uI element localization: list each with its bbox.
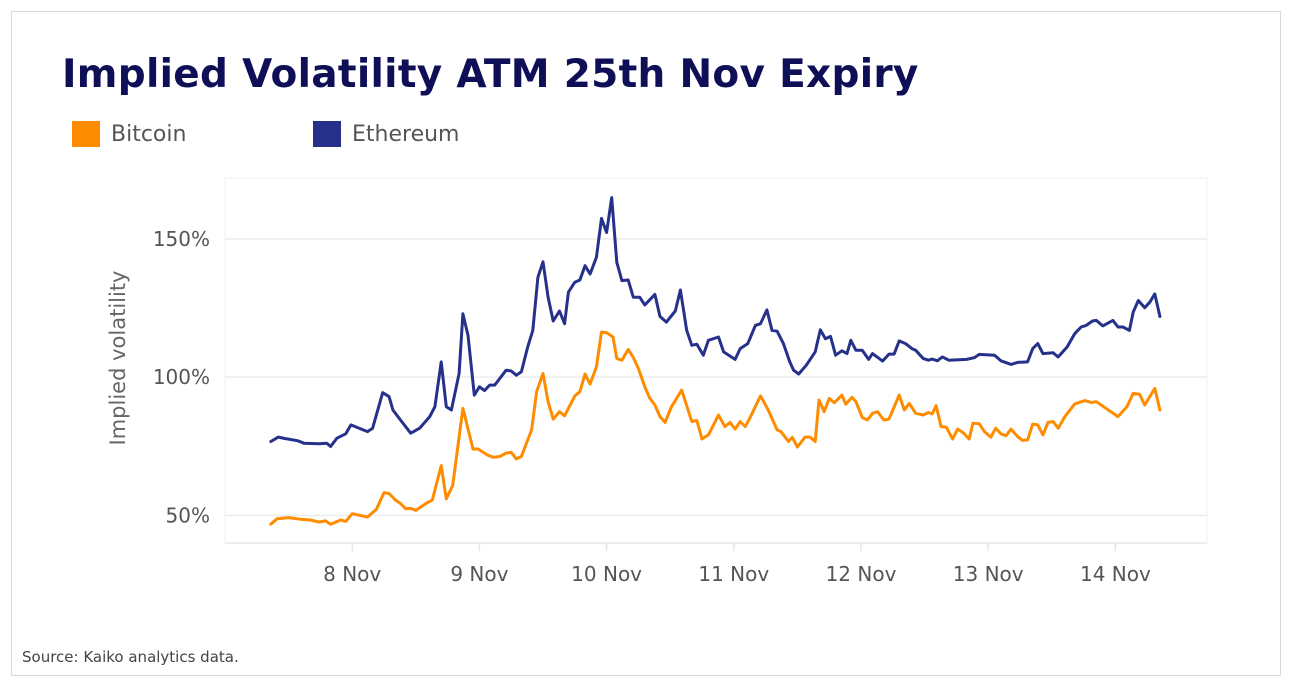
x-tick-label: 11 Nov [698, 562, 769, 586]
legend-swatch-ethereum [313, 121, 341, 147]
x-tick-label: 14 Nov [1080, 562, 1151, 586]
series-line-ethereum [269, 196, 1162, 448]
chart-frame [11, 11, 1281, 676]
legend-label-ethereum: Ethereum [352, 121, 460, 147]
x-tick-label: 10 Nov [571, 562, 642, 586]
plot-area-border [224, 177, 1208, 544]
y-axis-label: Implied volatility [106, 271, 130, 446]
legend-swatch-bitcoin [72, 121, 100, 147]
x-tick-label: 12 Nov [826, 562, 897, 586]
legend-item-bitcoin[interactable]: Bitcoin [72, 121, 186, 147]
series-line-bitcoin [269, 330, 1162, 526]
x-tick-label: 13 Nov [953, 562, 1024, 586]
chart-title: Implied Volatility ATM 25th Nov Expiry [62, 52, 919, 97]
y-tick-label: 100% [153, 365, 210, 389]
y-tick-label: 150% [153, 227, 210, 251]
legend-label-bitcoin: Bitcoin [111, 121, 187, 147]
source-note: Source: Kaiko analytics data. [22, 648, 239, 666]
x-tick-label: 9 Nov [450, 562, 508, 586]
y-tick-label: 50% [166, 503, 210, 527]
legend-item-ethereum[interactable]: Ethereum [313, 121, 459, 147]
x-tick-label: 8 Nov [323, 562, 381, 586]
